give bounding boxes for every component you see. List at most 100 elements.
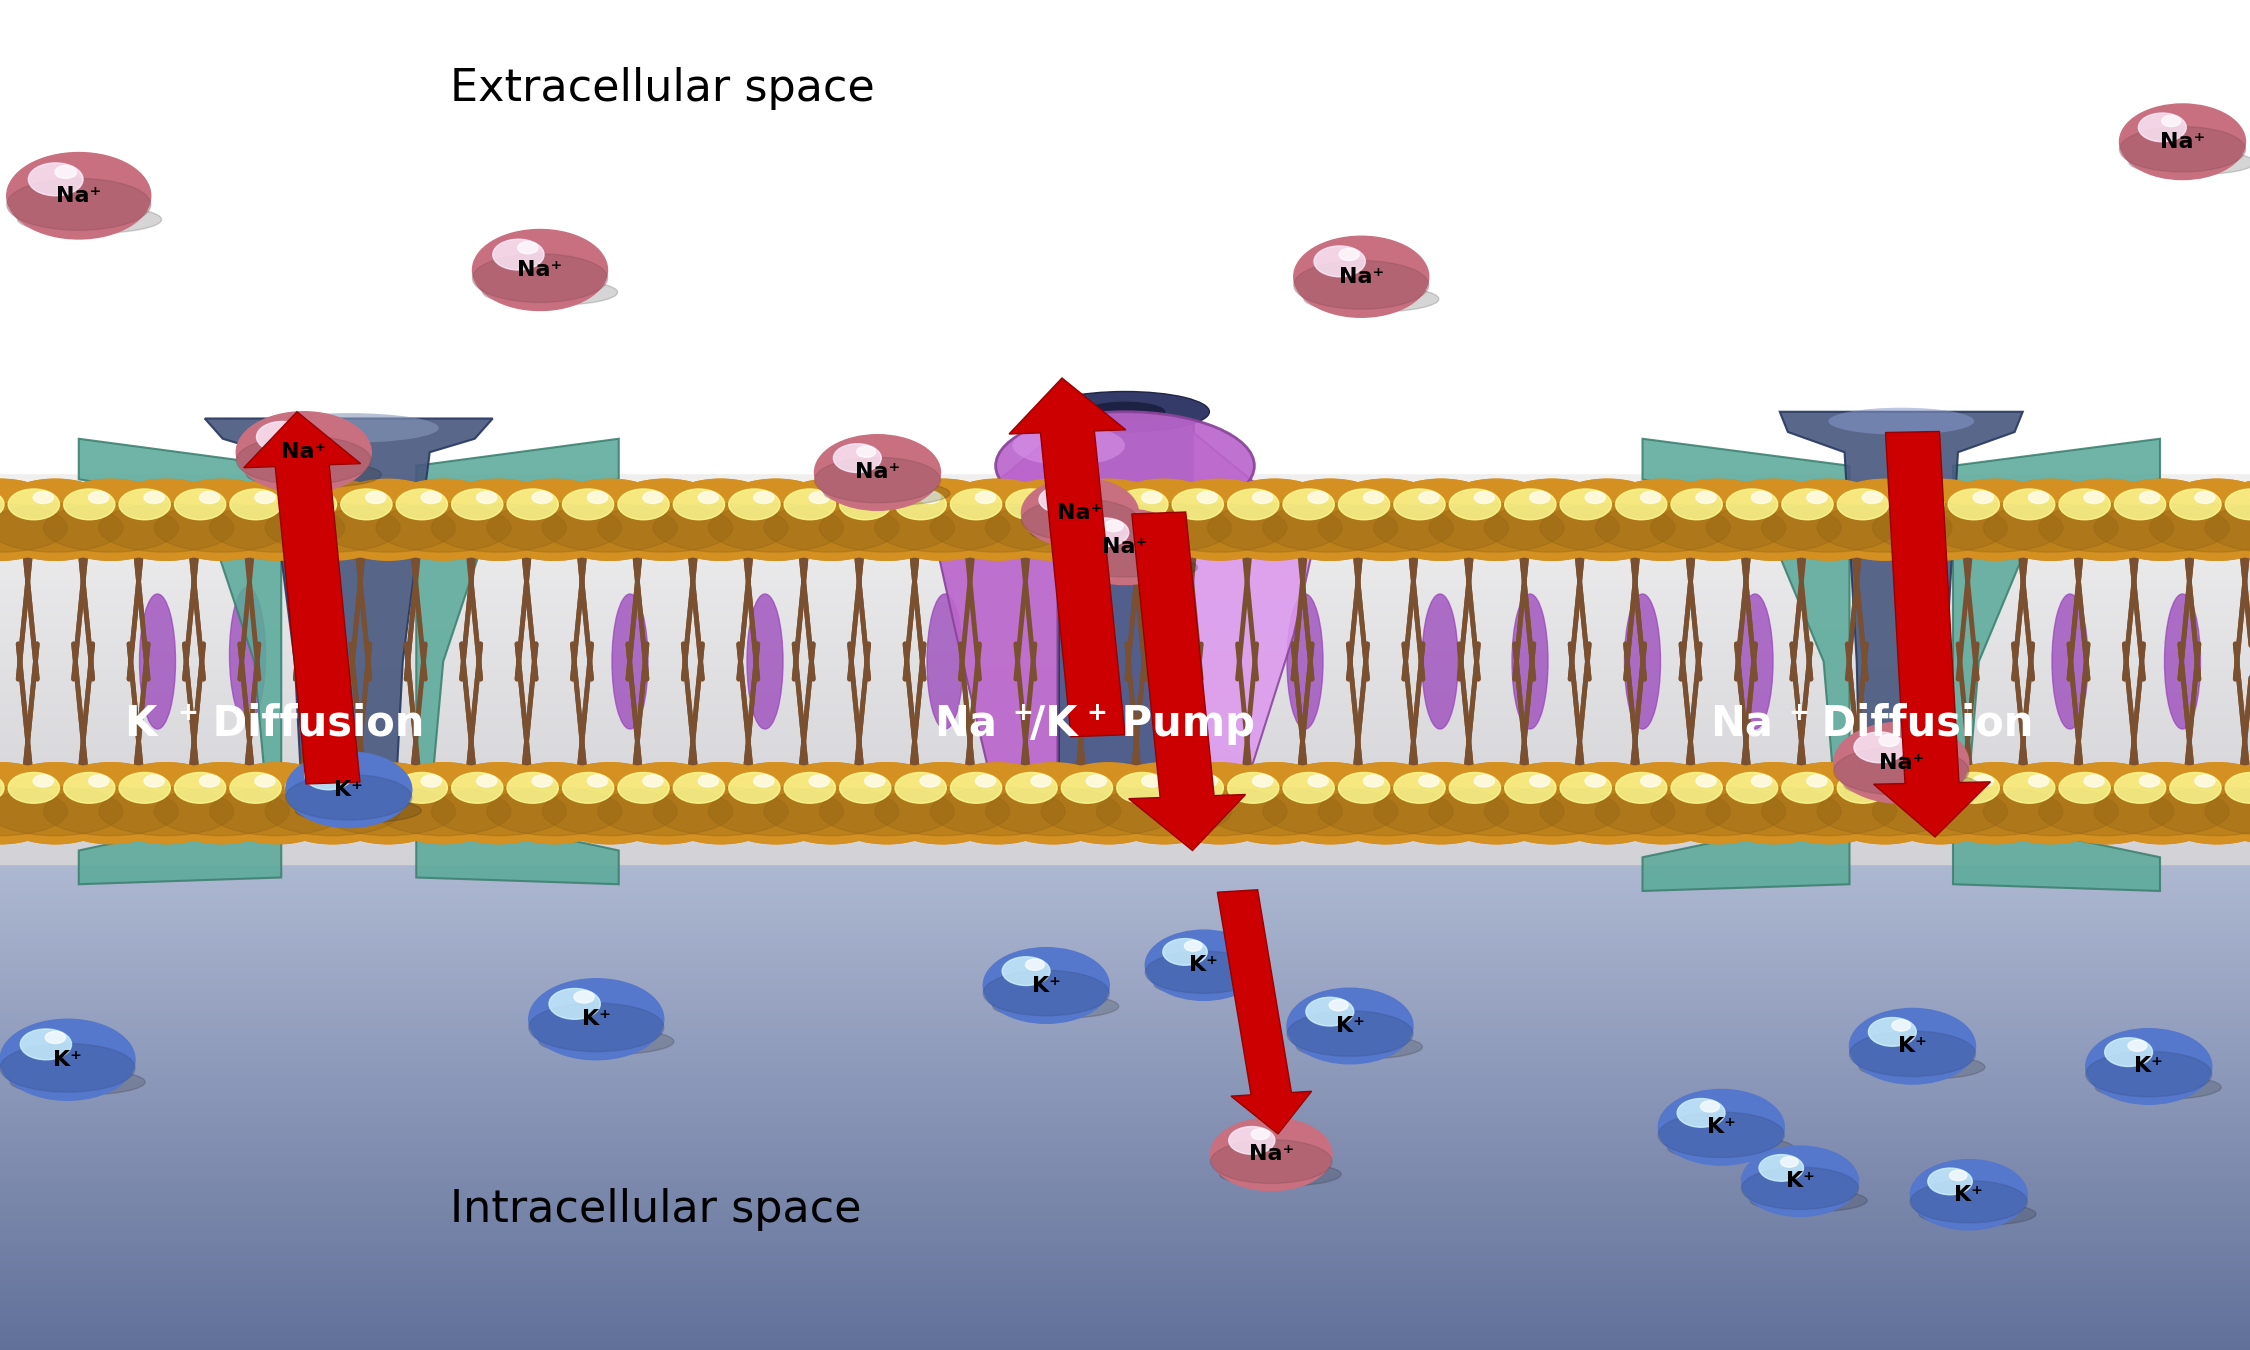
Circle shape: [1184, 941, 1202, 952]
Ellipse shape: [1883, 813, 2018, 838]
Bar: [0, 1231, 2250, 1235]
Circle shape: [1030, 775, 1051, 787]
Ellipse shape: [472, 254, 608, 302]
Ellipse shape: [664, 813, 799, 838]
Bar: [0, 1207, 2250, 1212]
Circle shape: [1364, 491, 1384, 504]
Bar: [0, 545, 2250, 551]
Bar: [0, 617, 2250, 621]
Bar: [0, 370, 2250, 375]
Circle shape: [1006, 489, 1058, 520]
Ellipse shape: [551, 813, 686, 838]
Ellipse shape: [884, 813, 1019, 838]
Circle shape: [1676, 1099, 1726, 1127]
Circle shape: [810, 775, 830, 787]
Text: Na⁺: Na⁺: [1249, 1145, 1294, 1164]
Ellipse shape: [664, 813, 799, 838]
Bar: [0, 1018, 2250, 1023]
Ellipse shape: [1818, 787, 1953, 836]
Polygon shape: [1953, 439, 2160, 891]
Circle shape: [1807, 775, 1827, 787]
Ellipse shape: [0, 813, 133, 838]
Circle shape: [1030, 491, 1051, 504]
Ellipse shape: [1539, 504, 1674, 552]
Circle shape: [1863, 775, 1883, 787]
Circle shape: [1539, 763, 1674, 844]
Bar: [0, 705, 2250, 709]
Circle shape: [1141, 775, 1161, 787]
Circle shape: [1040, 486, 1084, 513]
Text: +: +: [1012, 701, 1033, 725]
Ellipse shape: [1429, 504, 1564, 552]
Circle shape: [2194, 491, 2214, 504]
Ellipse shape: [164, 813, 299, 838]
Bar: [0, 228, 2250, 232]
Bar: [0, 937, 2250, 942]
Bar: [0, 397, 2250, 402]
Circle shape: [506, 772, 558, 803]
Circle shape: [144, 491, 164, 504]
Bar: [0, 367, 2250, 371]
Circle shape: [1505, 489, 1557, 520]
Bar: [0, 660, 2250, 666]
Circle shape: [1807, 775, 1827, 787]
Circle shape: [1145, 930, 1262, 1000]
Text: K⁺: K⁺: [583, 1010, 610, 1029]
Ellipse shape: [2095, 504, 2230, 552]
Bar: [0, 394, 2250, 398]
Circle shape: [698, 775, 718, 787]
Bar: [0, 417, 2250, 421]
Ellipse shape: [1706, 787, 1840, 836]
Circle shape: [1584, 775, 1604, 787]
Bar: [0, 1025, 2250, 1029]
Bar: [0, 138, 2250, 142]
Ellipse shape: [1328, 529, 1462, 555]
Circle shape: [200, 775, 221, 787]
Ellipse shape: [1762, 787, 1897, 836]
Circle shape: [1372, 763, 1508, 844]
Bar: [0, 923, 2250, 929]
Circle shape: [1530, 491, 1550, 504]
Ellipse shape: [1107, 813, 1242, 838]
Bar: [0, 1079, 2250, 1083]
Bar: [0, 644, 2250, 648]
Ellipse shape: [983, 971, 1109, 1015]
Ellipse shape: [0, 504, 124, 552]
Ellipse shape: [486, 787, 621, 836]
Circle shape: [1393, 772, 1444, 803]
Text: Intracellular space: Intracellular space: [450, 1188, 862, 1231]
Ellipse shape: [1042, 787, 1177, 836]
Ellipse shape: [0, 1044, 135, 1092]
Ellipse shape: [54, 529, 189, 555]
Ellipse shape: [1217, 529, 1352, 555]
Ellipse shape: [1550, 813, 1685, 838]
Circle shape: [34, 491, 54, 504]
Bar: [0, 694, 2250, 699]
Bar: [0, 1299, 2250, 1303]
Ellipse shape: [1154, 973, 1271, 996]
Ellipse shape: [1107, 813, 1242, 838]
Bar: [0, 1042, 2250, 1046]
Circle shape: [2128, 1040, 2146, 1052]
Bar: [0, 19, 2250, 24]
Circle shape: [1640, 775, 1660, 787]
Circle shape: [34, 775, 54, 787]
Ellipse shape: [774, 529, 909, 555]
Circle shape: [1948, 489, 2000, 520]
Bar: [0, 1112, 2250, 1118]
Ellipse shape: [1440, 529, 1575, 555]
Ellipse shape: [830, 813, 965, 838]
Ellipse shape: [765, 504, 900, 552]
Bar: [0, 1129, 2250, 1134]
Text: Na⁺: Na⁺: [1058, 504, 1102, 522]
Circle shape: [1116, 489, 1168, 520]
Bar: [0, 12, 2250, 18]
Circle shape: [619, 489, 668, 520]
Circle shape: [976, 775, 997, 787]
Circle shape: [367, 775, 387, 787]
Bar: [0, 948, 2250, 952]
Ellipse shape: [774, 529, 909, 555]
Circle shape: [254, 491, 274, 504]
Bar: [0, 242, 2250, 246]
Bar: [0, 458, 2250, 462]
